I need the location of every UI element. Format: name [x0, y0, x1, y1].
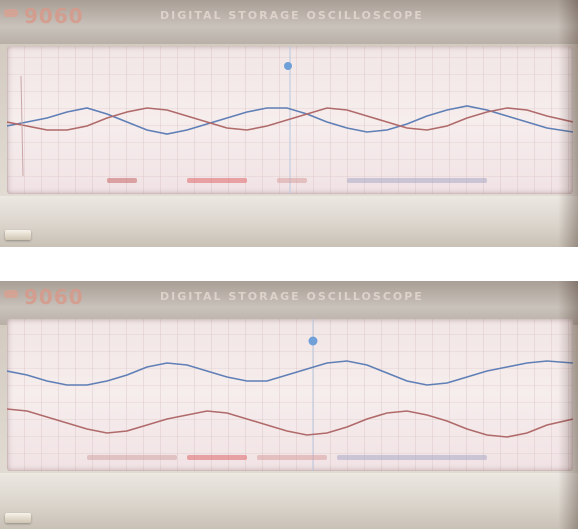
brand-logo-icon [4, 290, 18, 298]
oscilloscope-bottom-bezel [0, 473, 578, 529]
waveform-display [7, 46, 573, 194]
oscilloscope-photo-top: 9060 DIGITAL STORAGE OSCILLOSCOPE [0, 0, 578, 247]
trigger-marker-icon [284, 62, 292, 70]
panel-knob-icon [5, 513, 31, 523]
oscilloscope-top-bezel: 9060 DIGITAL STORAGE OSCILLOSCOPE [0, 281, 578, 325]
device-title: DIGITAL STORAGE OSCILLOSCOPE [160, 9, 424, 22]
oscilloscope-screen [7, 46, 573, 194]
trace-blue [7, 105, 573, 135]
status-readout-row [37, 178, 547, 188]
panel-knob-icon [5, 230, 31, 240]
oscilloscope-photo-bottom: 9060 DIGITAL STORAGE OSCILLOSCOPE [0, 281, 578, 529]
trace-red [7, 408, 573, 438]
oscilloscope-bottom-bezel [0, 196, 578, 247]
device-title: DIGITAL STORAGE OSCILLOSCOPE [160, 290, 424, 303]
trace-red [7, 107, 573, 131]
trigger-marker-icon [308, 336, 318, 346]
oscilloscope-top-bezel: 9060 DIGITAL STORAGE OSCILLOSCOPE [0, 0, 578, 44]
oscilloscope-screen [7, 319, 573, 471]
trace-blue [7, 360, 573, 386]
status-readout-row [37, 455, 547, 465]
brand-logo-icon [4, 9, 18, 17]
waveform-display [7, 319, 573, 471]
model-number: 9060 [24, 4, 84, 28]
model-number: 9060 [24, 285, 84, 309]
